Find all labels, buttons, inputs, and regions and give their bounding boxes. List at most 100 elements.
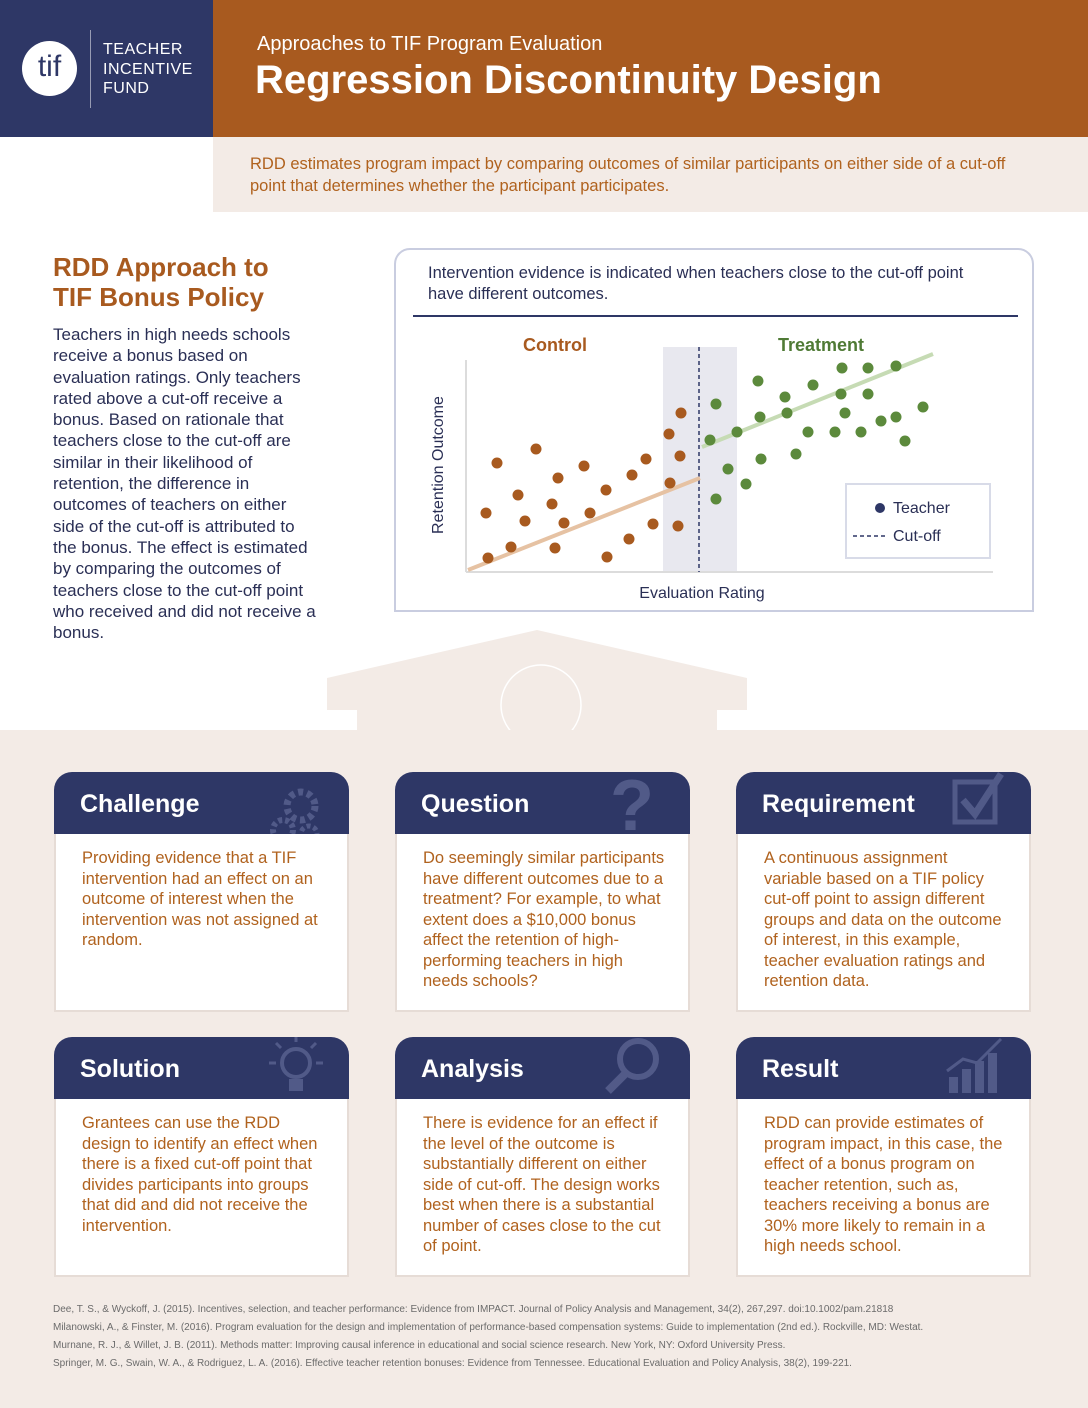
card-icon bbox=[269, 1037, 323, 1091]
teacher-dot bbox=[835, 388, 847, 400]
teacher-dot bbox=[722, 463, 734, 475]
card-title: Question bbox=[421, 790, 530, 818]
teacher-dot bbox=[807, 379, 819, 391]
card-text: RDD can provide estimates of program imp… bbox=[764, 1114, 1003, 1255]
section-body: Teachers in high needs schools receive a… bbox=[53, 325, 316, 643]
card-header: Result bbox=[736, 1037, 1031, 1099]
teacher-dot bbox=[899, 435, 911, 447]
card-body: Providing evidence that a TIF interventi… bbox=[54, 834, 349, 1012]
card-icon bbox=[605, 1038, 659, 1094]
teacher-dot bbox=[836, 362, 848, 374]
teacher-dot bbox=[530, 443, 542, 455]
card-title: Result bbox=[762, 1055, 839, 1083]
reference: Springer, M. G., Swain, W. A., & Rodrigu… bbox=[53, 1358, 852, 1369]
house-roof bbox=[327, 630, 747, 730]
diagram: Control Treatment Retention Outcome Eval… bbox=[327, 315, 1018, 730]
teacher-dot bbox=[731, 426, 743, 438]
header-title-block bbox=[213, 0, 1088, 137]
section-title-line: RDD Approach to bbox=[53, 252, 269, 282]
control-label: Control bbox=[523, 335, 587, 355]
card-text: Grantees can use the RDD design to ident… bbox=[82, 1114, 318, 1235]
logo-separator bbox=[90, 30, 91, 108]
teacher-dot bbox=[480, 507, 492, 519]
teacher-dot bbox=[549, 542, 561, 554]
teacher-dot bbox=[752, 375, 764, 387]
card-body: There is evidence for an effect if the l… bbox=[395, 1099, 690, 1277]
house-window bbox=[500, 664, 582, 730]
teacher-dot bbox=[519, 515, 531, 527]
treatment-label: Treatment bbox=[778, 335, 864, 355]
section-title-line: TIF Bonus Policy bbox=[53, 282, 264, 312]
teacher-dot bbox=[674, 450, 686, 462]
teacher-dot bbox=[802, 426, 814, 438]
teacher-dot bbox=[855, 426, 867, 438]
card-text: Providing evidence that a TIF interventi… bbox=[82, 849, 318, 949]
teacher-dot bbox=[552, 472, 564, 484]
reference: Milanowski, A., & Finster, M. (2016). Pr… bbox=[53, 1322, 924, 1333]
teacher-dot bbox=[754, 411, 766, 423]
logo-text: FUND bbox=[103, 80, 150, 97]
legend-dot bbox=[875, 503, 885, 513]
card-body: A continuous assignment variable based o… bbox=[736, 834, 1031, 1012]
teacher-dot bbox=[664, 477, 676, 489]
card-text: Do seemingly similar participants have d… bbox=[423, 849, 665, 990]
logo-text: INCENTIVE bbox=[103, 61, 193, 78]
teacher-dot bbox=[710, 493, 722, 505]
teacher-dot bbox=[890, 360, 902, 372]
card-icon bbox=[946, 1037, 1003, 1093]
teacher-dot bbox=[600, 484, 612, 496]
legend-box bbox=[845, 483, 991, 559]
card-text: There is evidence for an effect if the l… bbox=[423, 1114, 661, 1255]
card-text: A continuous assignment variable based o… bbox=[764, 849, 1002, 990]
legend-label: Cut-off bbox=[893, 528, 941, 545]
teacher-dot bbox=[710, 398, 722, 410]
teacher-dot bbox=[862, 388, 874, 400]
teacher-dot bbox=[491, 457, 503, 469]
card-icon bbox=[270, 788, 320, 834]
teacher-dot bbox=[781, 407, 793, 419]
teacher-dot bbox=[578, 460, 590, 472]
card-title: Requirement bbox=[762, 790, 915, 818]
control-trend bbox=[467, 476, 701, 572]
teacher-dot bbox=[790, 448, 802, 460]
subtitle: Approaches to TIF Program Evaluation bbox=[257, 33, 603, 55]
teacher-dot bbox=[663, 428, 675, 440]
logo-text: TEACHER bbox=[103, 41, 183, 58]
card-title: Analysis bbox=[421, 1055, 524, 1083]
card-body: RDD can provide estimates of program imp… bbox=[736, 1099, 1031, 1277]
teacher-dots bbox=[480, 360, 929, 564]
teacher-dot bbox=[862, 362, 874, 374]
teacher-dot bbox=[584, 507, 596, 519]
teacher-dot bbox=[839, 407, 851, 419]
teacher-dot bbox=[623, 533, 635, 545]
teacher-dot bbox=[512, 489, 524, 501]
card-header: Challenge bbox=[54, 772, 349, 834]
teacher-dot bbox=[505, 541, 517, 553]
card-body: Do seemingly similar participants have d… bbox=[395, 834, 690, 1012]
intro-band bbox=[213, 137, 1088, 212]
x-axis-label: Evaluation Rating bbox=[639, 585, 764, 602]
teacher-dot bbox=[917, 401, 929, 413]
card-title: Challenge bbox=[80, 790, 200, 818]
logo-mark: tif bbox=[22, 41, 77, 96]
intro-text: RDD estimates program impact by comparin… bbox=[250, 155, 1006, 195]
teacher-dot bbox=[890, 411, 902, 423]
teacher-dot bbox=[558, 517, 570, 529]
teacher-dot bbox=[829, 426, 841, 438]
teacher-dot bbox=[740, 478, 752, 490]
reference: Dee, T. S., & Wyckoff, J. (2015). Incent… bbox=[53, 1304, 894, 1315]
section-title: RDD Approach to TIF Bonus Policy bbox=[53, 252, 269, 312]
teacher-dot bbox=[755, 453, 767, 465]
reference: Murnane, R. J., & Willet, J. B. (2011). … bbox=[53, 1340, 786, 1351]
teacher-dot bbox=[875, 415, 887, 427]
legend-label: Teacher bbox=[893, 500, 951, 517]
diagram-caption: Intervention evidence is indicated when … bbox=[428, 264, 964, 303]
teacher-dot bbox=[672, 520, 684, 532]
cut-off-band bbox=[663, 347, 737, 572]
card-icon bbox=[952, 772, 1004, 825]
card-header: Requirement bbox=[736, 772, 1031, 834]
y-axis-label: Retention Outcome bbox=[430, 396, 447, 534]
teacher-dot bbox=[626, 469, 638, 481]
